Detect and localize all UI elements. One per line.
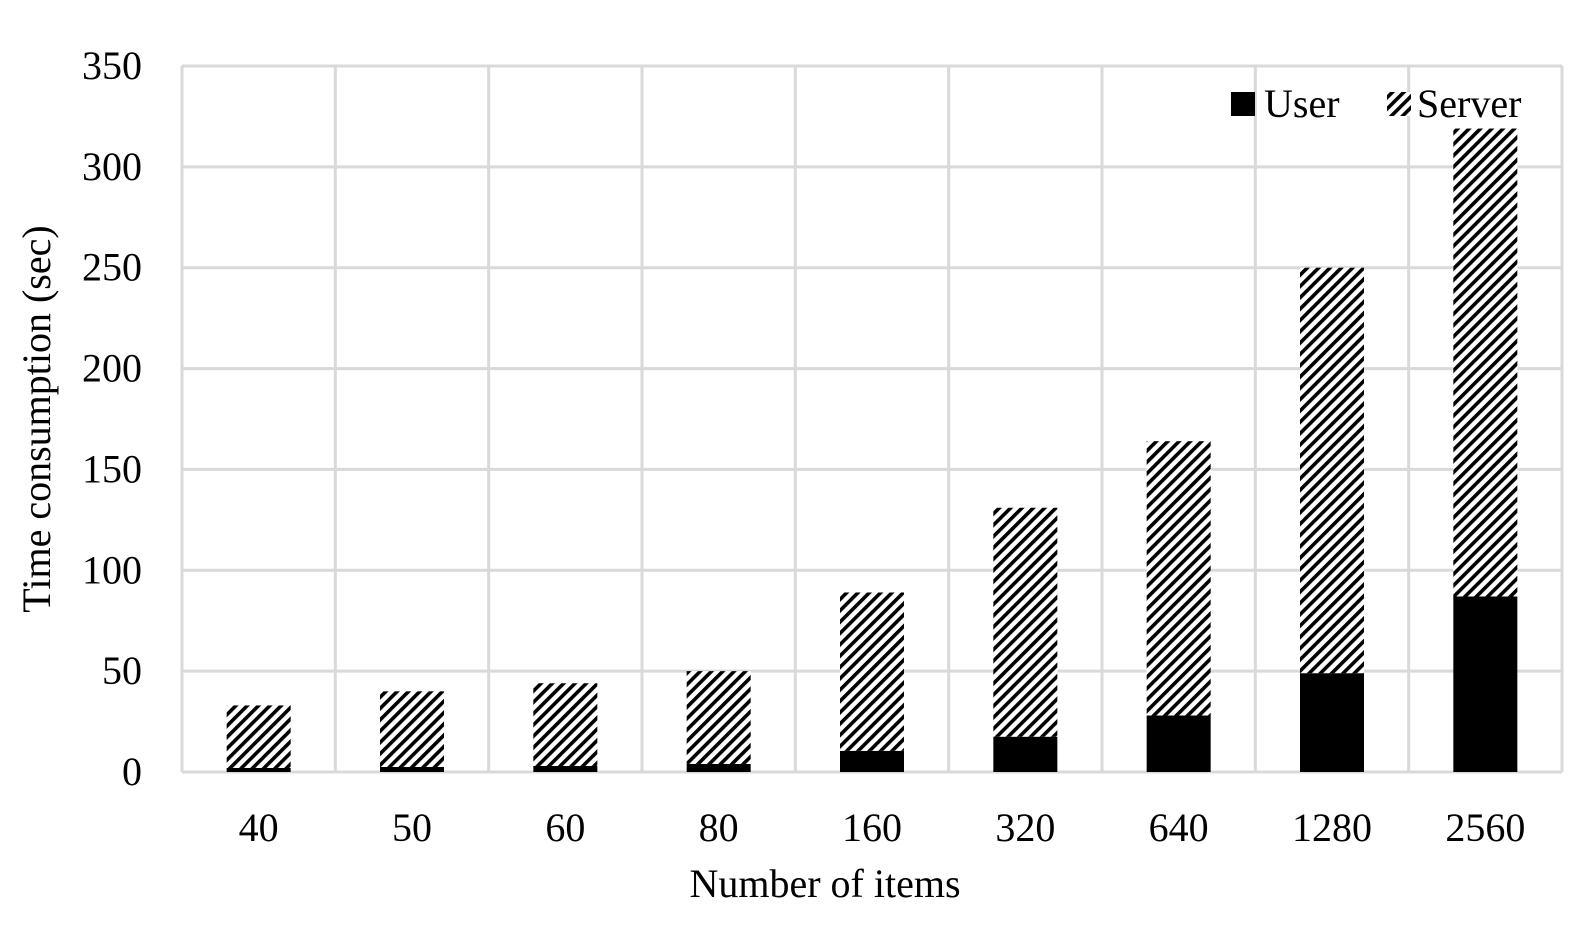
x-tick-label: 640 [1149, 805, 1209, 850]
bar-server-80 [686, 671, 751, 764]
y-tick-labels: 0 50 100 150 200 250 300 350 [82, 43, 142, 794]
bar-user-50 [380, 766, 444, 772]
bar-server-2560 [1453, 128, 1518, 597]
bar-user-160 [840, 750, 904, 772]
bar-server-60 [533, 683, 598, 766]
bar-server-50 [380, 691, 444, 767]
gridlines [180, 64, 1564, 774]
x-tick-label: 320 [995, 805, 1055, 850]
x-axis-label: Number of items [689, 861, 960, 906]
y-tick-label: 200 [82, 346, 142, 391]
y-axis-label: Time consumption (sec) [14, 225, 59, 612]
legend: User Server [1231, 81, 1521, 126]
y-tick-label: 350 [82, 43, 142, 88]
legend-swatch-server [1387, 92, 1411, 116]
x-tick-label: 50 [392, 805, 432, 850]
bar-server-40 [226, 705, 291, 768]
bar-user-640 [1146, 715, 1211, 772]
legend-label-server: Server [1417, 81, 1521, 126]
bar-server-1280 [1300, 267, 1364, 674]
x-tick-label: 1280 [1292, 805, 1372, 850]
y-tick-label: 150 [82, 446, 142, 491]
y-tick-label: 300 [82, 144, 142, 189]
bar-user-1280 [1300, 673, 1364, 772]
bar-server-640 [1146, 441, 1211, 716]
bar-user-2560 [1453, 596, 1518, 772]
x-tick-labels: 40 50 60 80 160 320 640 1280 2560 [239, 805, 1526, 850]
legend-swatch-user [1231, 92, 1255, 116]
x-tick-label: 160 [842, 805, 902, 850]
bar-user-320 [993, 736, 1058, 772]
x-tick-label: 60 [545, 805, 585, 850]
bar-user-60 [533, 765, 598, 772]
y-tick-label: 50 [102, 648, 142, 693]
x-tick-label: 80 [699, 805, 739, 850]
bar-user-40 [226, 767, 291, 772]
bar-server-160 [840, 592, 904, 751]
x-tick-label: 40 [239, 805, 279, 850]
x-tick-label: 2560 [1445, 805, 1525, 850]
y-tick-label: 0 [122, 749, 142, 794]
bars [226, 128, 1518, 772]
y-tick-label: 250 [82, 245, 142, 290]
y-tick-label: 100 [82, 547, 142, 592]
bar-server-320 [993, 507, 1058, 737]
bar-user-80 [686, 763, 751, 772]
legend-label-user: User [1264, 81, 1340, 126]
